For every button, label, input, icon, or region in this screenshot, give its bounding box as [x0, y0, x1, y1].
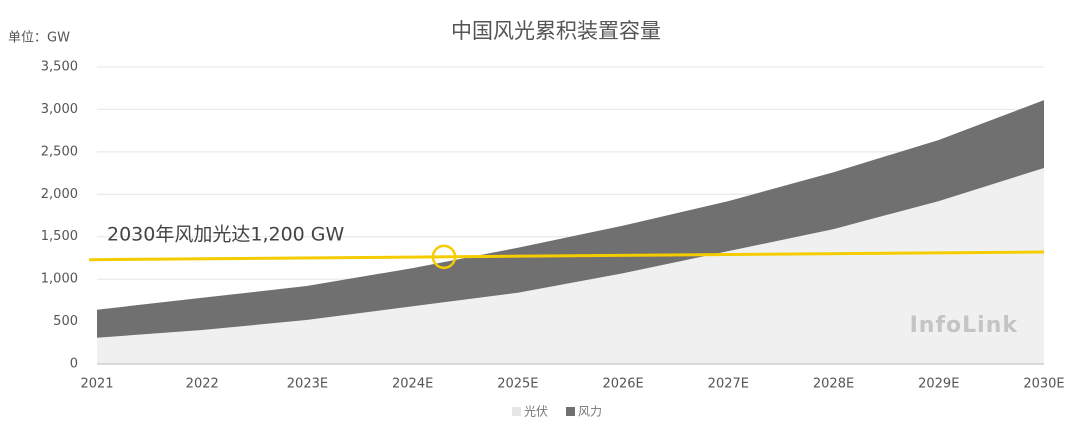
- x-tick-label: 2027E: [708, 377, 749, 392]
- y-tick-label: 0: [70, 357, 78, 372]
- x-tick-label: 2026E: [602, 377, 643, 392]
- x-tick-label: 2030E: [1023, 377, 1064, 392]
- x-tick-label: 2024E: [392, 377, 433, 392]
- y-tick-label: 2,000: [41, 187, 78, 202]
- x-tick-label: 2023E: [287, 377, 328, 392]
- y-unit-label: 单位：GW: [8, 31, 70, 46]
- reference-line: [88, 250, 1045, 262]
- watermark: InfoLink: [910, 313, 1019, 338]
- x-tick-label: 2029E: [918, 377, 959, 392]
- legend-swatch: [512, 407, 521, 416]
- y-tick-label: 500: [53, 314, 78, 329]
- area: [97, 167, 1044, 364]
- reference-label: 2030年风加光达1,200 GW: [107, 224, 345, 246]
- area: [97, 100, 1044, 338]
- highlight-circle: [431, 244, 457, 270]
- x-tick-label: 2021: [80, 377, 113, 392]
- x-tick-label: 2028E: [813, 377, 854, 392]
- x-tick-label: 2022: [186, 377, 219, 392]
- y-tick-label: 1,500: [41, 229, 78, 244]
- y-tick-label: 2,500: [41, 144, 78, 159]
- y-tick-label: 3,000: [41, 102, 78, 117]
- legend-swatch: [566, 407, 575, 416]
- chart-title: 中国风光累积装置容量: [451, 19, 661, 43]
- y-tick-label: 3,500: [41, 60, 78, 75]
- legend-label: 光伏: [524, 405, 548, 419]
- x-tick-label: 2025E: [497, 377, 538, 392]
- legend-label: 风力: [578, 405, 602, 419]
- y-tick-label: 1,000: [41, 272, 78, 287]
